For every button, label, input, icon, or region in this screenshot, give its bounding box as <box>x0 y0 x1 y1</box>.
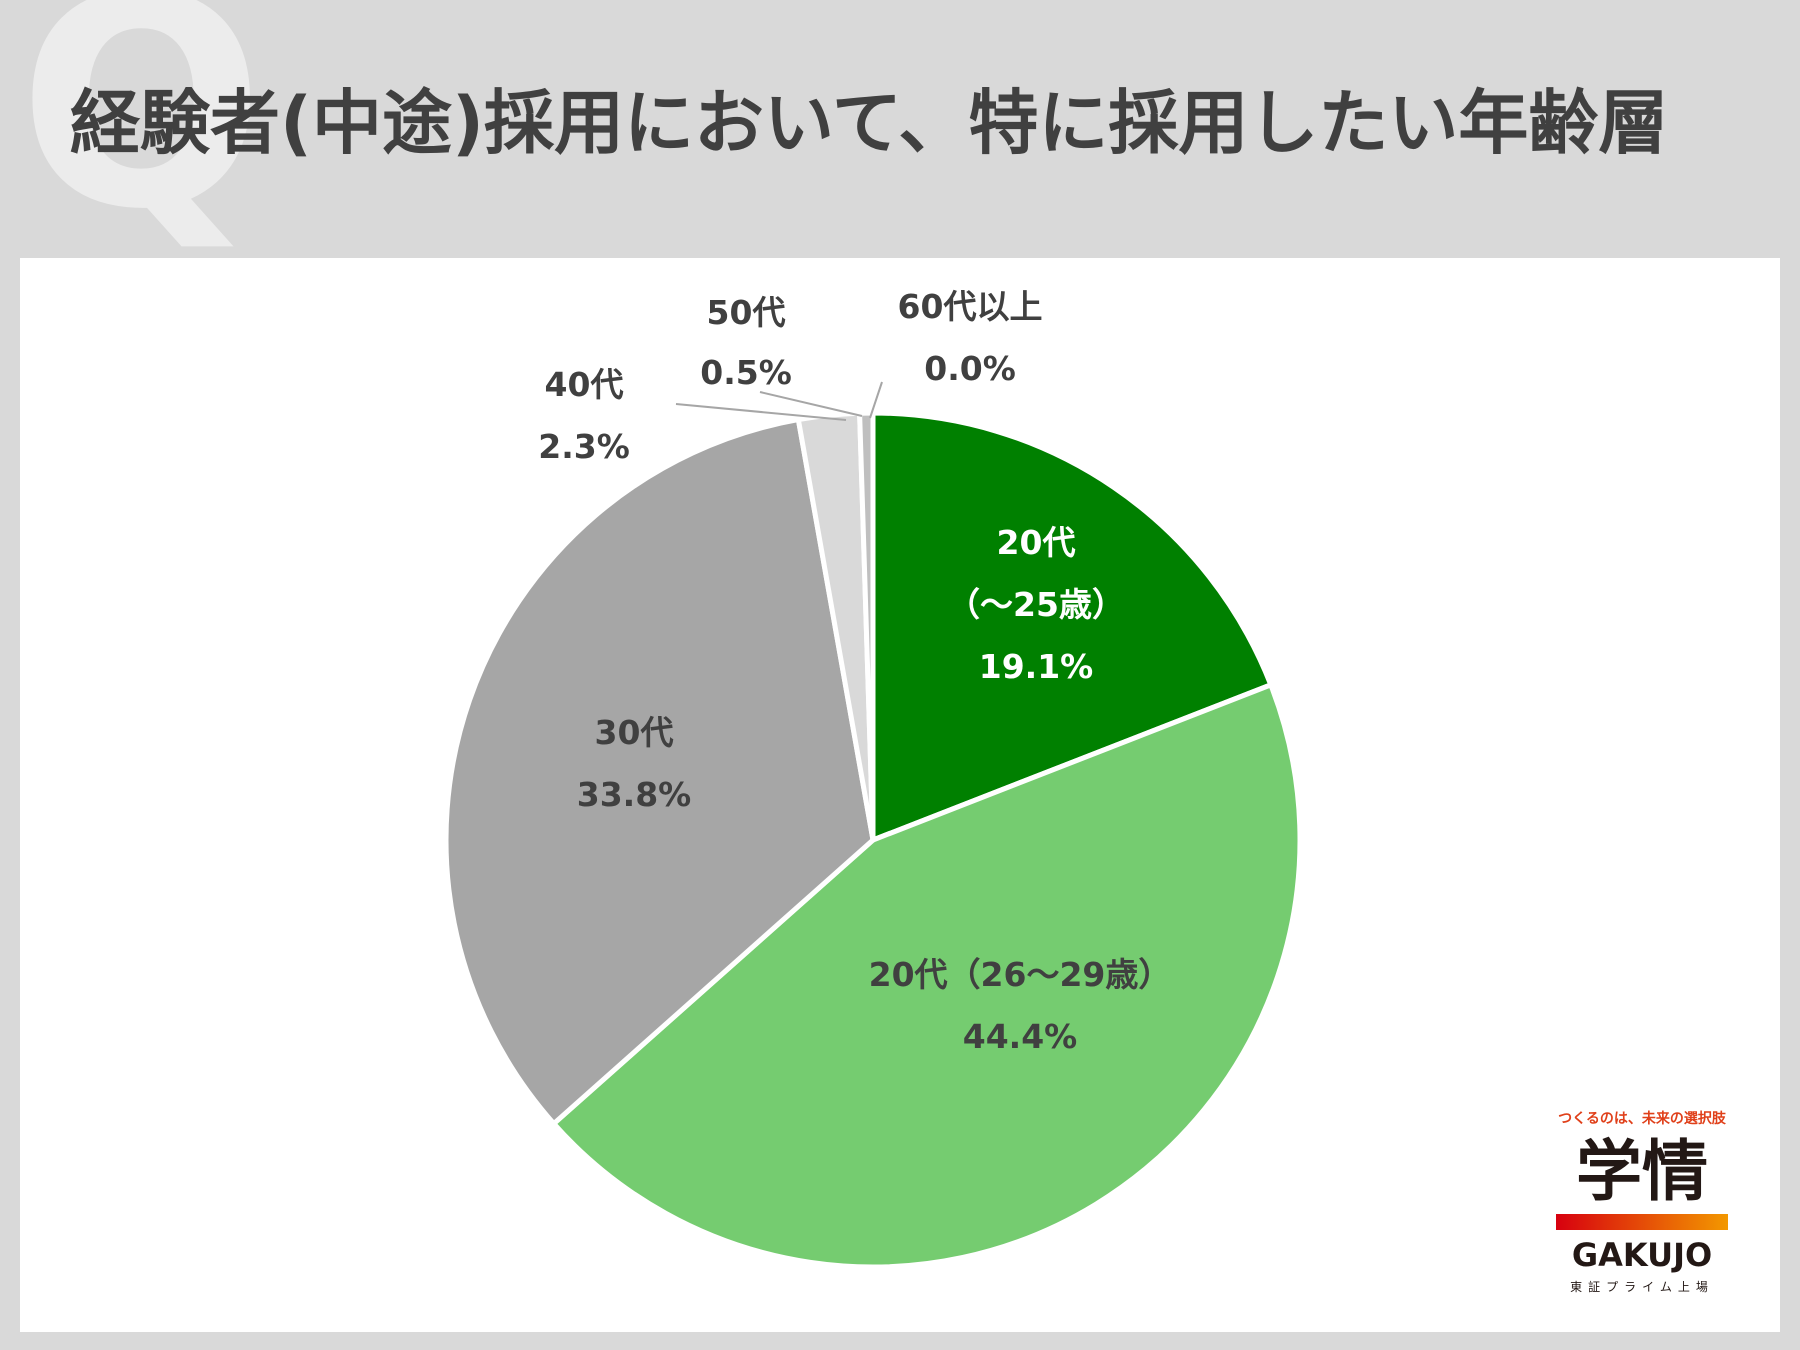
logo-kanji: 学情 <box>1576 1132 1708 1210</box>
q-badge: Q <box>18 0 265 273</box>
pie-chart: 20代 （～25歳） 19.1% 20代（26～29歳） 44.4% 30代 33.8% 40… <box>443 287 1303 1270</box>
slice-3-name-label: 30代 <box>595 713 674 752</box>
slice-4-name-label: 40代 <box>545 365 624 404</box>
slice-4-leader-line <box>675 403 847 421</box>
slice-5-wedge <box>857 410 876 843</box>
slice-6-leader-line <box>869 381 883 419</box>
slice-5-leader-line <box>759 391 863 417</box>
slice-3-value-label: 33.8% <box>577 775 692 814</box>
chart-panel: 20代 （～25歳） 19.1% 20代（26～29歳） 44.4% 30代 33.8% 40… <box>20 258 1780 1332</box>
slice-6-value-label: 0.0% <box>924 349 1016 388</box>
slice-5-name-label: 50代 <box>707 293 786 332</box>
logo-latin: GAKUJO <box>1571 1236 1713 1274</box>
logo-tagline: つくるのは、未来の選択肢 <box>1558 1111 1726 1127</box>
slice-5-value-label: 0.5% <box>700 353 792 392</box>
slice-1-value-label: 19.1% <box>979 647 1094 686</box>
slice-1-sub-label: （～25歳） <box>947 585 1125 624</box>
logo-color-bar <box>1556 1214 1728 1230</box>
slice-3-wedge <box>443 417 876 1127</box>
pie-slices <box>443 410 1303 1270</box>
logo-sub: 東証プライム上場 <box>1570 1280 1714 1294</box>
slice-labels: 20代 （～25歳） 19.1% 20代（26～29歳） 44.4% 30代 33.8% 40… <box>538 287 1171 1056</box>
slice-2-name-label: 20代（26～29歳） <box>869 955 1172 994</box>
slice-2-wedge <box>551 682 1303 1270</box>
slice-1-wedge <box>870 410 1274 843</box>
slice-6-name-label: 60代以上 <box>898 287 1043 326</box>
leader-lines <box>675 381 883 421</box>
slice-2-value-label: 44.4% <box>963 1017 1078 1056</box>
page-title: 経験者(中途)採用において、特に採用したい年齢層 <box>70 82 1669 164</box>
slice-4-value-label: 2.3% <box>538 427 630 466</box>
gakujo-logo: つくるのは、未来の選択肢 学情 GAKUJO 東証プライム上場 <box>1544 1108 1740 1295</box>
slice-1-name-label: 20代 <box>997 523 1076 562</box>
